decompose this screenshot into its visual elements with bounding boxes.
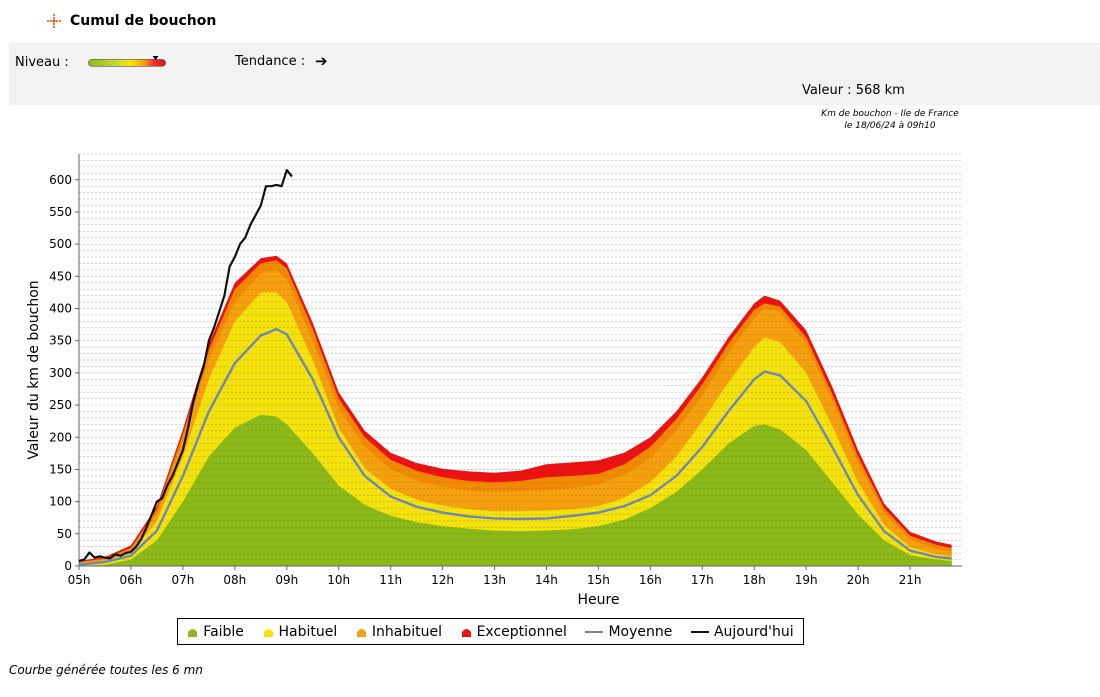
series-line-aujourdhui (78, 169, 293, 562)
status-panel: Niveau : Tendance : ➔ Valeur : 568 km (9, 43, 1100, 105)
y-axis-label: Valeur du km de bouchon (26, 280, 42, 459)
x-tick-label: 17h (691, 573, 714, 587)
legend-item-habituel: Habituel (263, 623, 338, 640)
y-tick-label: 350 (49, 334, 72, 348)
page-title: Cumul de bouchon (70, 13, 217, 29)
crosshair-icon (46, 13, 62, 29)
y-tick-label: 150 (49, 462, 72, 476)
y-tick-label: 500 (49, 237, 72, 251)
y-tick-label: 100 (49, 495, 72, 509)
x-tick-label: 08h (223, 573, 246, 587)
y-tick-label: 400 (49, 302, 72, 316)
legend-label: Faible (203, 623, 244, 640)
legend-line-icon (585, 630, 604, 633)
y-tick-label: 450 (49, 269, 72, 283)
caption-line-1: Km de bouchon - Ile de France (821, 109, 959, 119)
caption-line-2: le 18/06/24 à 09h10 (844, 121, 936, 131)
x-tick-label: 20h (847, 573, 870, 587)
valeur-text: Valeur : 568 km (802, 83, 905, 98)
x-tick-label: 15h (587, 573, 610, 587)
legend-item-aujourdhui: Aujourd'hui (690, 623, 794, 640)
legend-swatch-icon (461, 628, 471, 637)
x-tick-label: 09h (275, 573, 298, 587)
legend-swatch-icon (356, 628, 366, 637)
y-tick-label: 250 (49, 398, 72, 412)
x-tick-label: 11h (379, 573, 402, 587)
x-tick-label: 10h (327, 573, 350, 587)
chart: 0 50 100 150 200 250 300 350 400 450 500 550 600 05h 0… (26, 153, 962, 608)
legend-item-moyenne: Moyenne (585, 624, 672, 640)
legend-label: Moyenne (608, 623, 673, 640)
footer-note: Courbe générée toutes les 6 mn (9, 663, 203, 677)
chart-caption: Km de bouchon - Ile de France le 18/06/2… (780, 108, 1000, 132)
niveau-marker (152, 56, 159, 61)
tendance-label: Tendance : (235, 54, 306, 69)
legend-item-faible: Faible (187, 624, 244, 640)
x-tick-label: 19h (795, 573, 818, 587)
y-tick-label: 0 (64, 559, 72, 573)
x-tick-label: 21h (899, 573, 922, 587)
legend-line-icon (690, 630, 709, 633)
legend-item-exceptionnel: Exceptionnel (461, 624, 567, 640)
page-header: Cumul de bouchon (46, 13, 216, 29)
niveau-gauge (88, 56, 166, 67)
y-tick-label: 50 (57, 527, 72, 541)
legend-item-inhabituel: Inhabituel (356, 624, 442, 640)
x-tick-label: 16h (639, 573, 662, 587)
legend-label: Habituel (278, 623, 338, 640)
y-tick-label: 550 (49, 205, 72, 219)
x-tick-label: 18h (743, 573, 766, 587)
y-tick-label: 600 (49, 173, 72, 187)
x-tick-label: 12h (431, 573, 454, 587)
x-tick-label: 06h (120, 573, 143, 587)
legend-label: Inhabituel (371, 623, 442, 640)
legend-label: Aujourd'hui (713, 623, 794, 640)
y-tick-label: 300 (49, 366, 72, 380)
niveau-label: Niveau : (15, 55, 69, 70)
y-tick-label: 200 (49, 430, 72, 444)
x-tick-label: 14h (535, 573, 558, 587)
legend-label: Exceptionnel (476, 623, 567, 640)
band-faible (79, 414, 952, 566)
trend-arrow-icon: ➔ (315, 52, 328, 70)
x-axis-label: Heure (577, 592, 619, 608)
x-tick-label: 05h (68, 573, 91, 587)
legend-swatch-icon (263, 628, 273, 637)
legend-swatch-icon (188, 628, 198, 637)
series-line-moyenne (78, 327, 952, 566)
x-tick-label: 07h (171, 573, 194, 587)
x-tick-label: 13h (483, 573, 506, 587)
chart-legend: Faible Habituel Inhabituel Exceptionnel Moye… (177, 618, 804, 645)
